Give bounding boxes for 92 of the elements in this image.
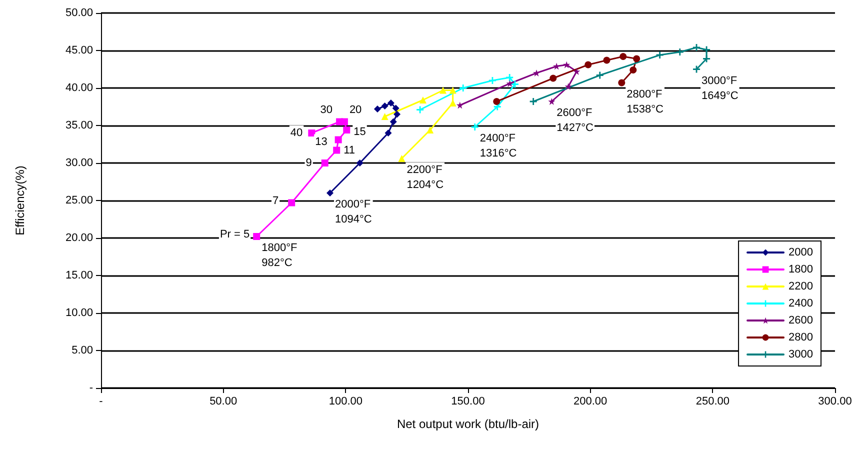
- point: [384, 130, 392, 136]
- point: [426, 126, 434, 134]
- point: [333, 146, 340, 154]
- point: [703, 46, 710, 54]
- y-tick-label: 30.00: [65, 157, 93, 169]
- y-tick-label: 15.00: [65, 270, 93, 282]
- point: [530, 98, 537, 105]
- point: [392, 104, 400, 112]
- x-tick-label: 50.00: [210, 396, 238, 408]
- point: [460, 84, 467, 92]
- point: [471, 124, 478, 130]
- point: [416, 106, 424, 114]
- legend-label: 2800: [788, 332, 814, 344]
- point: [390, 118, 397, 126]
- annotation: 3000°F 1649°C: [702, 74, 738, 102]
- annotation: 11: [344, 144, 356, 156]
- point: [493, 98, 500, 105]
- point: [550, 74, 557, 82]
- annotation: 2400°F 1316°C: [480, 132, 517, 160]
- point: [440, 86, 447, 94]
- x-tick-label: 100.00: [328, 396, 362, 408]
- point: [596, 72, 604, 79]
- y-tick-label: -: [89, 382, 94, 394]
- point: [584, 61, 592, 68]
- legend-label: 2000: [788, 246, 814, 258]
- point: [356, 160, 364, 166]
- y-tick-label: 5.00: [72, 344, 93, 356]
- x-tick-label: 150.00: [451, 396, 485, 408]
- annotation: 1800°F 982°C: [262, 242, 298, 269]
- point: [620, 53, 627, 60]
- point: [630, 66, 637, 74]
- y-tick-label: 10.00: [65, 307, 93, 319]
- x-tick-label: 300.00: [818, 396, 852, 408]
- point: [603, 56, 610, 64]
- point: [381, 102, 388, 110]
- point: [308, 130, 316, 136]
- point: [693, 66, 700, 73]
- point: [553, 62, 560, 70]
- annotation: 30: [320, 104, 333, 116]
- point: [288, 199, 296, 206]
- x-tick-label: 200.00: [574, 396, 608, 408]
- y-tick-label: 40.00: [65, 82, 93, 94]
- y-tick-label: 35.00: [65, 120, 93, 132]
- point: [326, 190, 334, 196]
- point: [449, 86, 456, 94]
- y-tick-label: 45.00: [65, 44, 93, 56]
- annotation: Pr = 5: [220, 228, 250, 240]
- point: [336, 118, 344, 126]
- point: [398, 155, 406, 162]
- point: [387, 100, 394, 106]
- legend-label: 2200: [788, 280, 814, 292]
- point: [506, 80, 514, 87]
- point: [394, 110, 401, 118]
- point: [618, 79, 626, 86]
- point: [419, 96, 426, 104]
- x-tick-label: -: [99, 396, 104, 408]
- annotation: 7: [272, 194, 279, 207]
- annotation: 20: [349, 104, 362, 116]
- point: [343, 126, 350, 134]
- point: [374, 106, 381, 112]
- y-axis-title: Efficiency(%): [13, 166, 27, 236]
- annotation: 15: [354, 126, 366, 138]
- point: [334, 136, 342, 144]
- legend-label: 1800: [788, 264, 814, 276]
- y-tick-label: 50.00: [65, 7, 93, 19]
- legend-label: 2600: [788, 314, 814, 326]
- annotation: 2600°F 1427°C: [556, 107, 594, 134]
- point: [676, 48, 684, 56]
- point: [564, 83, 572, 90]
- point: [253, 233, 260, 240]
- point: [381, 113, 388, 120]
- point: [703, 55, 710, 62]
- annotation: 40: [290, 127, 303, 139]
- x-tick-label: 250.00: [696, 396, 730, 408]
- annotation: 2800°F 1538°C: [626, 88, 664, 116]
- point: [573, 68, 580, 75]
- annotation: 2000°F 1094°C: [335, 198, 372, 226]
- point: [563, 61, 570, 68]
- x-axis-title: Net output work (btu/lb-air): [396, 417, 540, 431]
- y-tick-label: 20.00: [65, 232, 93, 244]
- point: [633, 55, 640, 62]
- annotation: 13: [315, 136, 328, 148]
- legend-label: 3000: [788, 348, 814, 360]
- point: [656, 52, 664, 58]
- point: [449, 100, 456, 106]
- annotation: 2200°F 1204°C: [406, 164, 444, 191]
- point: [548, 98, 556, 105]
- y-tick-label: 25.00: [65, 194, 93, 206]
- annotation: 9: [306, 157, 312, 169]
- legend-label: 2400: [788, 298, 814, 310]
- point: [533, 70, 540, 76]
- point: [321, 160, 328, 166]
